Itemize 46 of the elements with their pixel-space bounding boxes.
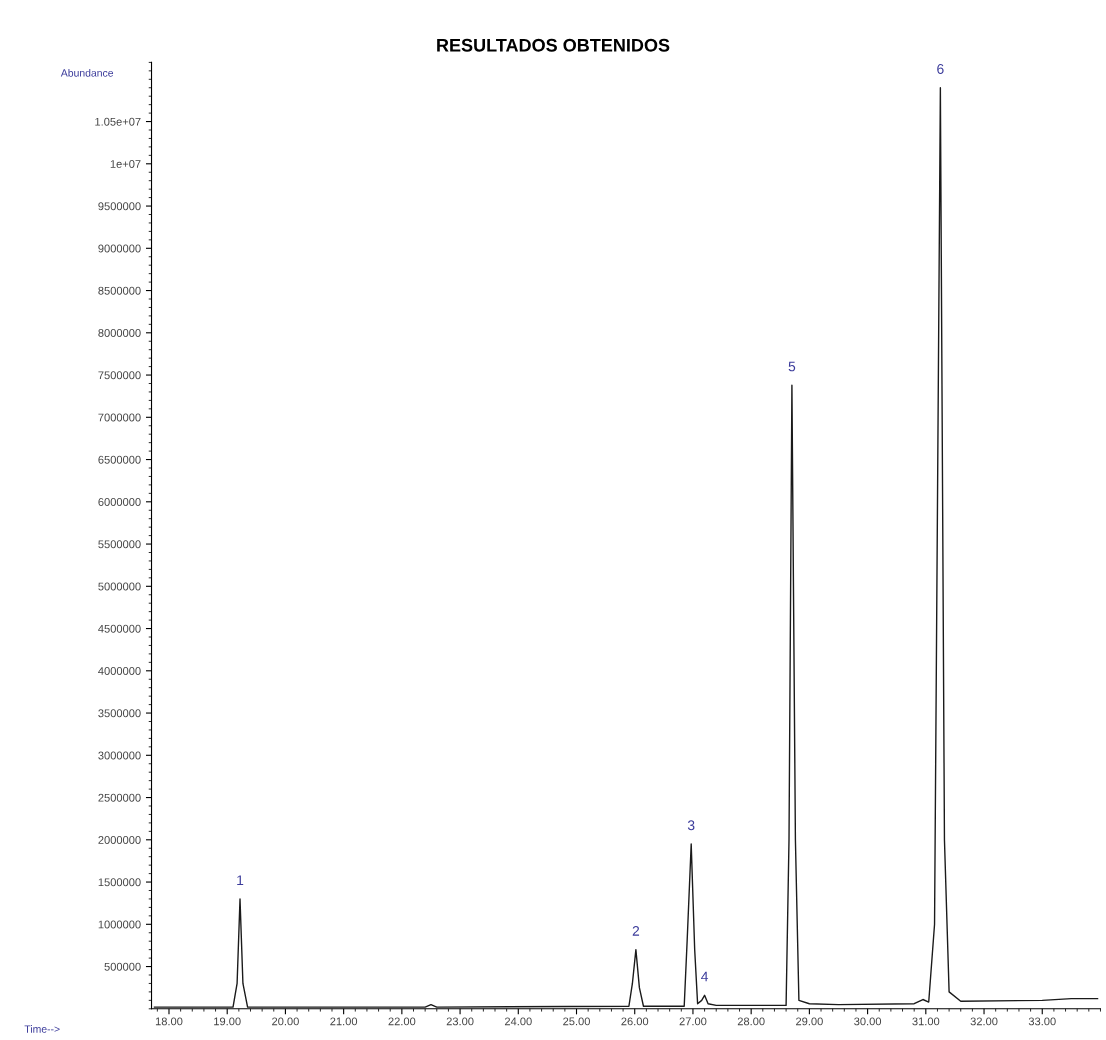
y-tick-label: 1500000 (98, 878, 141, 887)
chart-title: RESULTADOS OBTENIDOS (437, 38, 670, 52)
y-tick-label: 8000000 (98, 329, 141, 337)
x-tick-label: 26.00 (621, 1017, 649, 1026)
x-tick-label: 27.00 (679, 1017, 707, 1026)
y-tick-label: 1e+07 (110, 160, 141, 168)
x-tick-label: 20.00 (272, 1017, 299, 1026)
x-tick-label: 19.00 (214, 1017, 241, 1026)
y-tick-label: 5000000 (98, 582, 141, 591)
y-tick-label: 9500000 (98, 202, 141, 211)
y-axis-title: Abundance (60, 68, 114, 77)
annotation: 2 (632, 925, 640, 936)
x-tick-label: 28.00 (737, 1017, 765, 1026)
annotation: 1 (237, 875, 244, 885)
y-tick-label: 5500000 (98, 540, 141, 549)
y-tick-label: 2500000 (98, 793, 141, 802)
x-tick-label: 32.00 (970, 1017, 998, 1026)
y-tick-label: 7000000 (98, 413, 141, 422)
y-tick-label: 3500000 (98, 709, 141, 718)
x-tick-label: 21.00 (330, 1017, 358, 1026)
y-tick-label: 1.05e+07 (95, 117, 141, 126)
y-tick-label: 9000000 (98, 244, 141, 253)
y-tick-label: 4500000 (98, 624, 141, 633)
x-tick-label: 25.00 (563, 1017, 590, 1026)
y-tick-label: 3000000 (98, 751, 141, 760)
x-tick-label: 24.00 (504, 1017, 532, 1026)
y-tick-label: 8500000 (98, 286, 141, 295)
x-tick-label: 30.00 (854, 1017, 882, 1026)
y-tick-label: 7500000 (98, 371, 141, 380)
x-tick-label: 29.00 (796, 1017, 823, 1026)
x-tick-label: 23.00 (446, 1017, 474, 1026)
x-tick-label: 18.00 (155, 1017, 183, 1026)
annotation: 5 (788, 361, 796, 372)
annotation: 6 (937, 64, 944, 74)
x-tick-label: 31.00 (912, 1017, 940, 1026)
annotation: 4 (701, 971, 709, 982)
y-tick-label: 1000000 (98, 920, 141, 929)
y-tick-label: 6000000 (98, 498, 141, 506)
annotation: 3 (687, 820, 695, 831)
y-tick-label: 4000000 (98, 667, 141, 675)
y-tick-label: 6500000 (98, 455, 141, 464)
x-tick-label: 22.00 (388, 1017, 416, 1026)
x-axis-title: Time--> (24, 1025, 60, 1033)
x-tick-label: 33.00 (1028, 1017, 1056, 1026)
y-tick-label: 2000000 (98, 836, 141, 844)
y-tick-label: 500000 (104, 962, 141, 971)
